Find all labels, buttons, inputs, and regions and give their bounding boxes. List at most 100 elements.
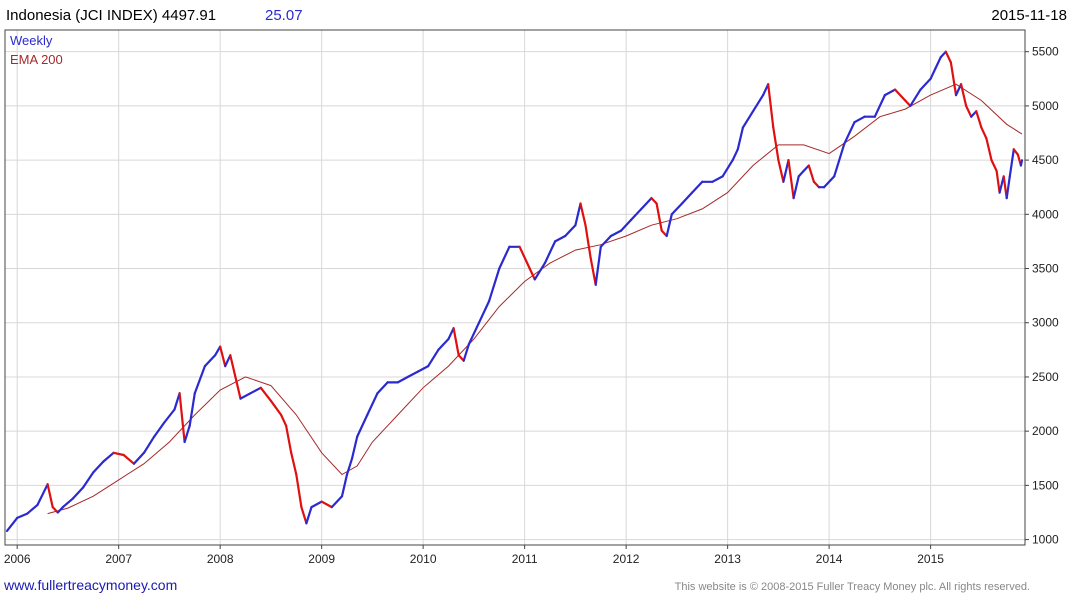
weekly-price-segment <box>1005 175 1011 200</box>
weekly-price-segment <box>81 471 95 489</box>
weekly-price-segment <box>122 453 135 465</box>
weekly-price-segment <box>594 245 602 286</box>
weekly-price-segment <box>1019 159 1024 167</box>
y-tick-label: 3500 <box>1032 262 1059 276</box>
x-tick-label: 2007 <box>105 552 132 566</box>
weekly-price-segment <box>721 159 734 178</box>
weekly-price-segment <box>711 175 724 183</box>
plot-frame <box>4 29 1026 546</box>
x-tick-label: 2012 <box>613 552 640 566</box>
weekly-price-segment <box>234 375 242 400</box>
weekly-price-segment <box>929 66 937 80</box>
weekly-price-segment <box>259 386 272 402</box>
weekly-price-segment <box>579 202 587 227</box>
y-tick-label: 2000 <box>1032 424 1059 438</box>
weekly-price-segment <box>777 159 785 183</box>
weekly-price-segment <box>630 207 643 221</box>
x-tick-label: 2010 <box>410 552 437 566</box>
weekly-price-segment <box>904 99 912 108</box>
weekly-price-segment <box>893 88 907 102</box>
weekly-price-segment <box>51 506 59 514</box>
weekly-price-segment <box>310 500 323 509</box>
weekly-price-segment <box>772 126 780 162</box>
weekly-price-segment <box>173 392 181 411</box>
weekly-price-segment <box>193 365 206 395</box>
weekly-price-segment <box>843 121 856 145</box>
legend-weekly: Weekly <box>10 33 53 48</box>
weekly-price-segment <box>980 126 988 140</box>
legend-ema-200: EMA 200 <box>10 52 63 67</box>
weekly-price-segment <box>239 392 252 400</box>
weekly-price-segment <box>340 473 349 498</box>
footer-website-link[interactable]: www.fullertreacymoney.com <box>3 577 177 593</box>
weekly-price-segment <box>822 175 836 189</box>
weekly-price-segment <box>883 88 897 97</box>
weekly-price-segment <box>183 424 191 444</box>
plot-series <box>5 50 1024 533</box>
weekly-price-segment <box>376 381 389 395</box>
weekly-price-segment <box>447 327 455 341</box>
x-tick-label: 2011 <box>512 552 538 566</box>
weekly-price-segment <box>61 497 75 509</box>
weekly-price-segment <box>990 159 998 172</box>
weekly-price-segment <box>269 399 283 416</box>
weekly-price-segment <box>731 148 739 162</box>
weekly-price-segment <box>833 142 846 178</box>
footer-copyright: This website is © 2008-2015 Fuller Treac… <box>675 581 1030 593</box>
x-tick-label: 2008 <box>207 552 234 566</box>
price-change: 25.07 <box>265 7 303 24</box>
weekly-price-segment <box>102 451 115 463</box>
weekly-price-segment <box>985 137 993 162</box>
weekly-price-segment <box>574 202 582 227</box>
y-axis: 1000 1500 2000 2500 3000 3500 4000 4500 5000 5500 <box>1025 45 1059 547</box>
weekly-price-segment <box>690 180 704 194</box>
weekly-price-segment <box>797 169 805 178</box>
weekly-price-segment <box>1008 148 1015 178</box>
x-tick-label: 2015 <box>917 552 944 566</box>
weekly-price-segment <box>71 486 85 500</box>
weekly-price-segment <box>954 83 963 97</box>
y-tick-label: 3000 <box>1032 316 1059 330</box>
y-tick-label: 5000 <box>1032 99 1059 113</box>
weekly-price-segment <box>787 159 795 200</box>
y-tick-label: 4000 <box>1032 207 1059 221</box>
weekly-price-segment <box>812 180 821 189</box>
weekly-price-segment <box>599 234 613 248</box>
y-tick-label: 2500 <box>1032 370 1059 384</box>
weekly-price-segment <box>5 516 19 533</box>
weekly-price-segment <box>320 500 333 509</box>
weekly-price-segment <box>736 126 745 151</box>
weekly-price-segment <box>36 483 49 506</box>
weekly-price-segment <box>959 83 968 108</box>
weekly-price-segment <box>807 164 816 183</box>
weekly-price-segment <box>92 460 105 474</box>
weekly-price-segment <box>528 267 536 281</box>
weekly-price-segment <box>944 50 953 64</box>
weekly-price-segment <box>56 506 65 514</box>
weekly-price-segment <box>224 354 232 368</box>
weekly-price-segment <box>229 354 237 378</box>
weekly-price-segment <box>792 175 800 200</box>
chart-date: 2015-11-18 <box>991 7 1067 24</box>
weekly-price-segment <box>351 435 359 460</box>
weekly-price-segment <box>949 61 958 97</box>
weekly-price-segment <box>280 413 288 427</box>
weekly-price-segment <box>467 321 481 346</box>
weekly-price-segment <box>751 93 765 113</box>
weekly-price-segment <box>767 83 775 129</box>
weekly-price-segment <box>219 345 227 368</box>
weekly-price-segment <box>356 413 369 438</box>
x-tick-label: 2006 <box>4 552 31 566</box>
weekly-price-segment <box>290 451 298 476</box>
x-axis: 2006 2007 2008 2009 2010 2011 2012 2013 2014 2015 <box>4 545 944 566</box>
weekly-price-segment <box>437 337 450 351</box>
x-tick-label: 2014 <box>816 552 843 566</box>
weekly-price-segment <box>112 451 125 457</box>
weekly-price-segment <box>203 354 217 368</box>
weekly-price-segment <box>300 506 308 525</box>
y-tick-label: 5500 <box>1032 45 1059 59</box>
weekly-price-segment <box>655 202 663 232</box>
weekly-price-segment <box>396 375 409 384</box>
weekly-price-segment <box>188 392 196 427</box>
